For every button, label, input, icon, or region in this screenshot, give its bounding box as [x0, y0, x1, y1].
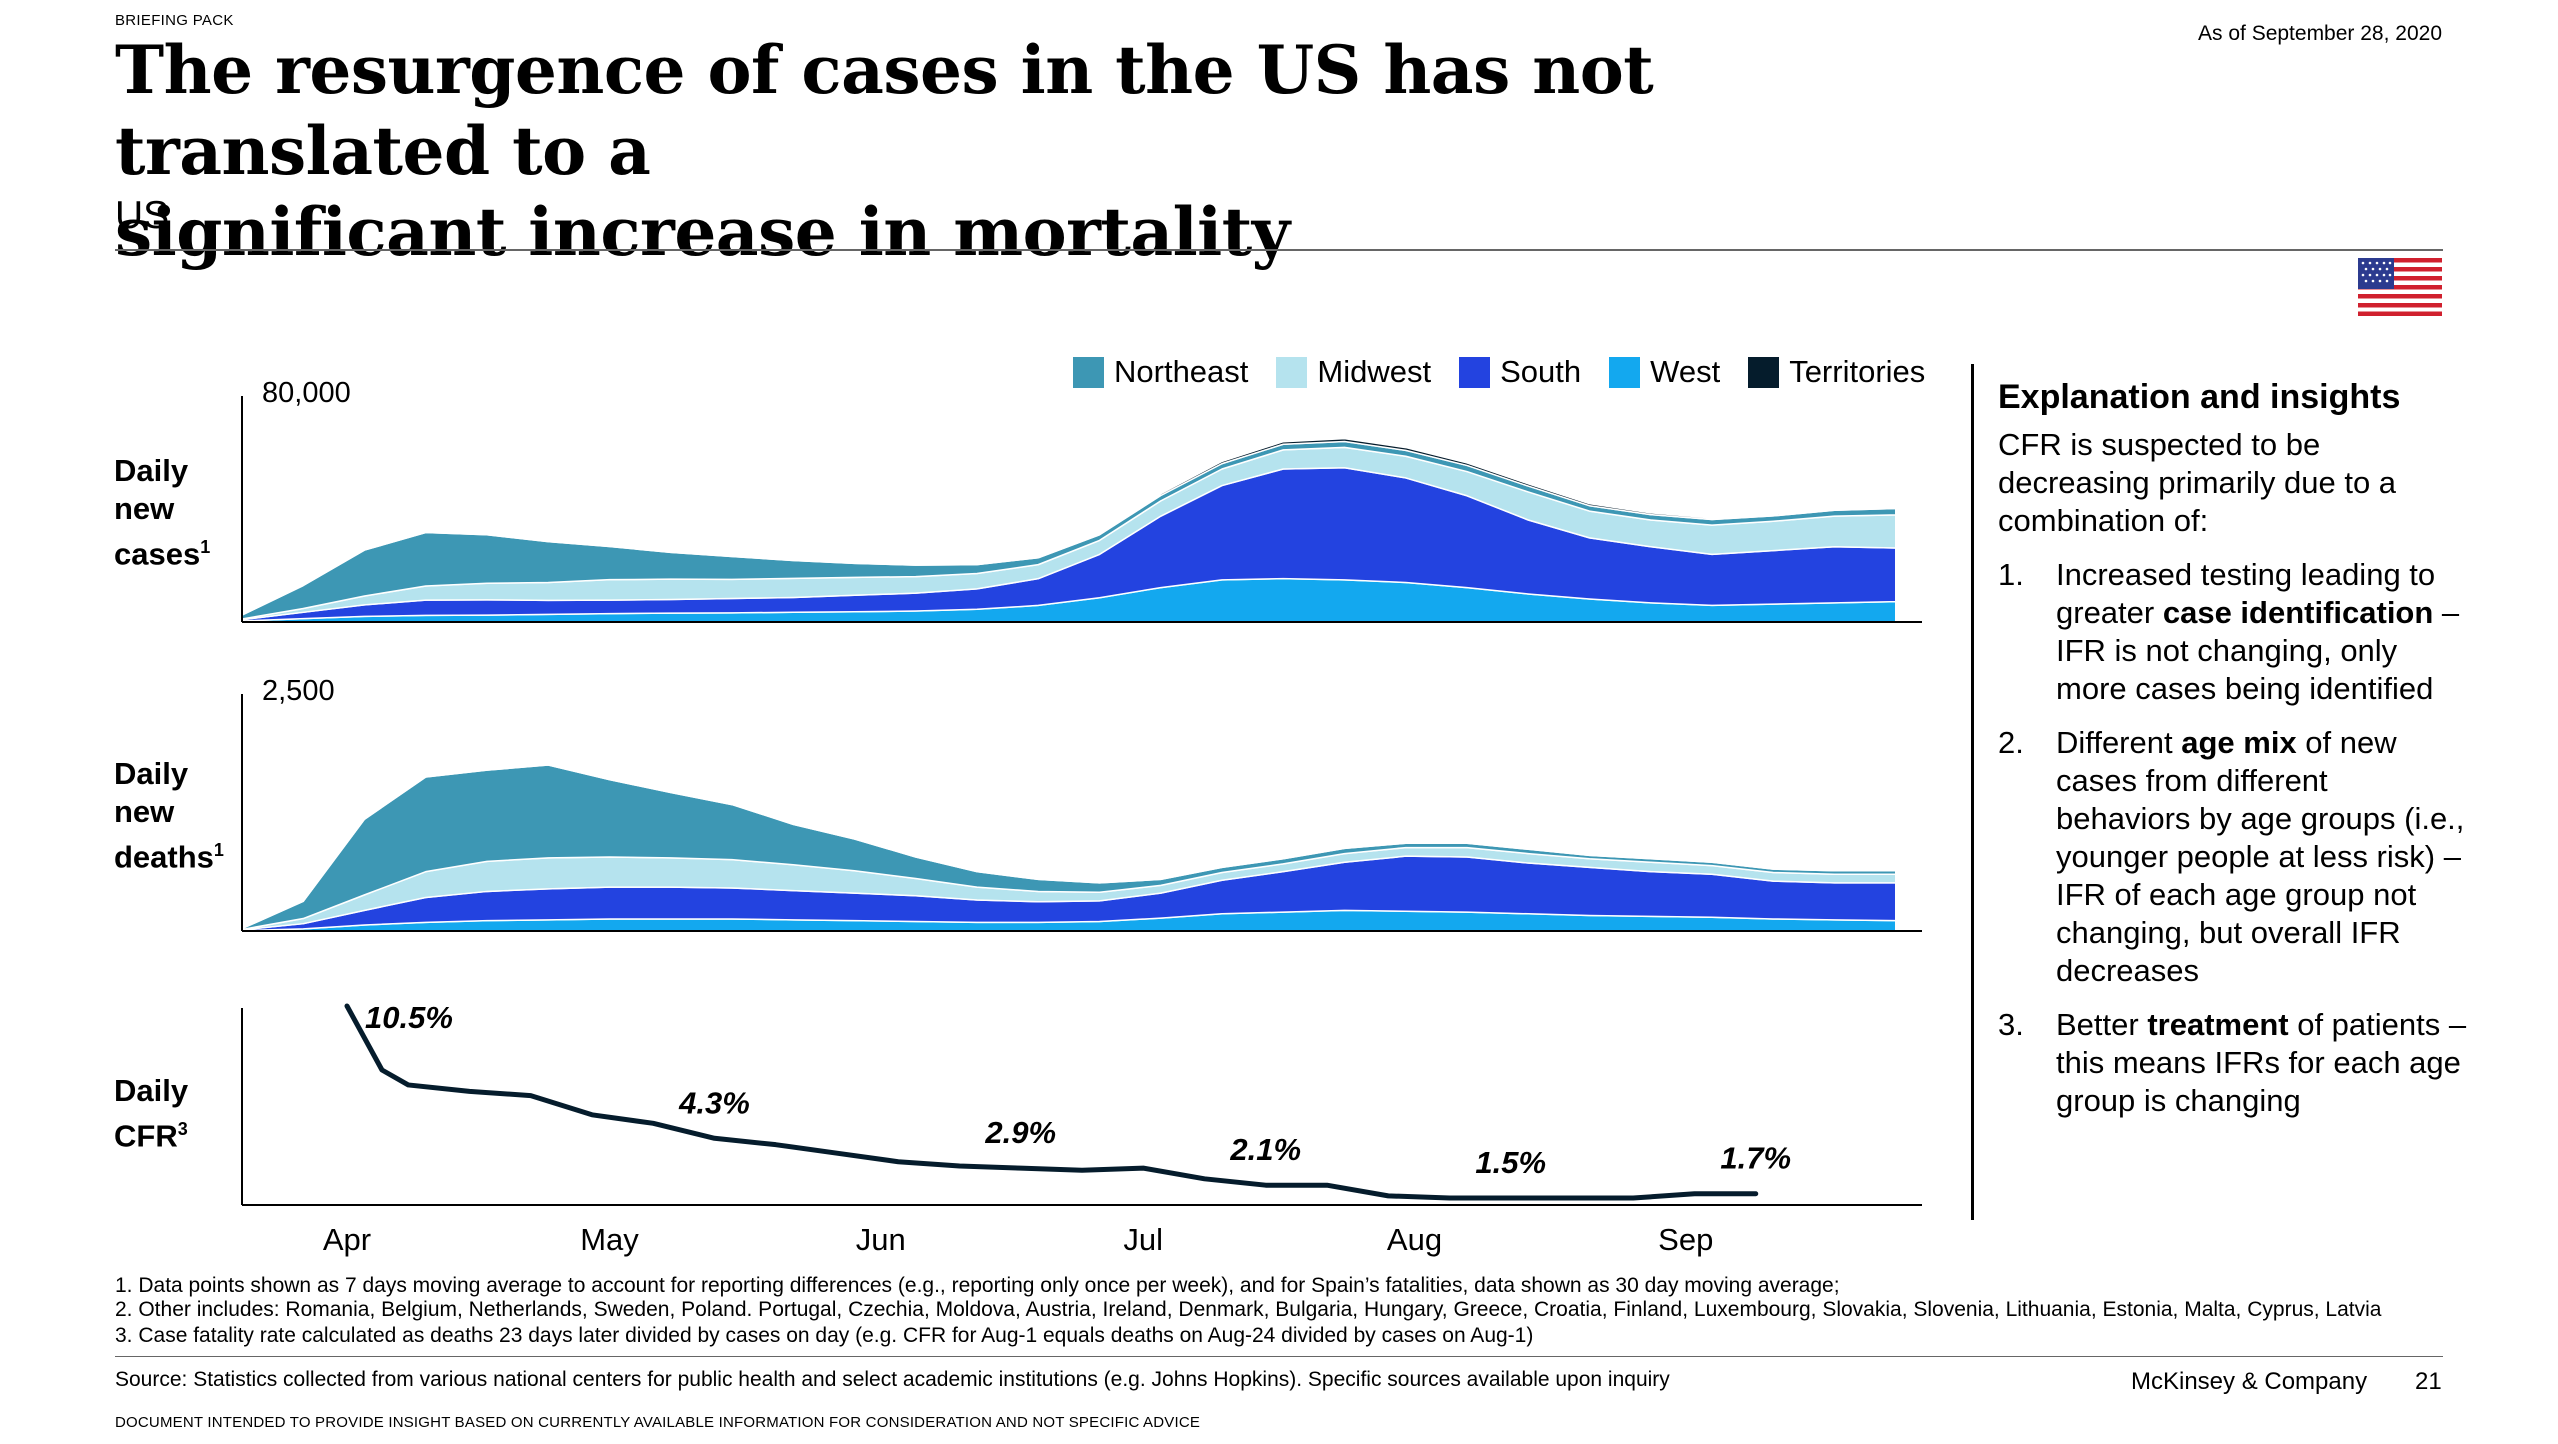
legend-label: Northeast: [1114, 354, 1249, 389]
insight-text: Different: [2056, 725, 2182, 760]
cfr-data-label: 10.5%: [365, 1000, 453, 1035]
insight-text: Better: [2056, 1007, 2148, 1042]
insight-bold: age mix: [2181, 725, 2297, 760]
insight-text: of patients – this means IFRs for each a…: [2056, 1007, 2467, 1118]
x-tick-label: Jun: [856, 1222, 906, 1257]
y-max-label: 2,500: [262, 675, 335, 707]
area-series-territories: [241, 764, 1897, 930]
legend-item-south: South: [1459, 354, 1581, 390]
x-tick-label: Apr: [323, 1222, 371, 1257]
insights-title: Explanation and insights: [1998, 378, 2401, 416]
row-label-text: Daily: [114, 453, 189, 488]
insight-item: 1. Increased testing leading to greater c…: [1998, 556, 2468, 708]
title-line-2: significant increase in mortality: [115, 193, 1290, 271]
row-label-text: new: [114, 491, 175, 526]
cfr-data-label: 2.1%: [1229, 1132, 1301, 1167]
page-number: 21: [2415, 1368, 2442, 1395]
legend-label: South: [1500, 354, 1582, 389]
legend-label: West: [1650, 354, 1721, 389]
legend-item-northeast: Northeast: [1073, 354, 1248, 390]
cfr-data-label: 1.5%: [1475, 1145, 1546, 1180]
legend-item-midwest: Midwest: [1276, 354, 1431, 390]
cfr-data-label: 1.7%: [1720, 1141, 1791, 1176]
cfr-line: [344, 1003, 1759, 1201]
x-tick-label: May: [580, 1222, 639, 1257]
x-tick-label: Aug: [1387, 1222, 1442, 1257]
header-divider: [115, 249, 2443, 251]
insight-item: 2. Different age mix of new cases from di…: [1998, 724, 2468, 990]
footnote-marker: 1: [200, 537, 211, 557]
legend-item-west: West: [1609, 354, 1720, 390]
area-series-territories: [241, 437, 1897, 616]
cfr-data-label: 4.3%: [678, 1085, 750, 1120]
legend-label: Territories: [1789, 354, 1926, 389]
footnote-2: 2. Other includes: Romania, Belgium, Net…: [115, 1298, 2382, 1321]
as-of-date: As of September 28, 2020: [2198, 22, 2442, 45]
legend-swatch: [1459, 356, 1491, 388]
insight-text: of new cases from different behaviors by…: [2056, 725, 2465, 988]
legend-item-territories: Territories: [1748, 354, 1925, 390]
briefing-label: BRIEFING PACK: [115, 12, 234, 29]
row-label-deaths: Daily new deaths1: [114, 755, 224, 876]
footnote-3: 3. Case fatality rate calculated as deat…: [115, 1324, 1534, 1347]
chart-legend: Northeast Midwest South West Territories: [1073, 352, 1939, 392]
row-label-text: Daily: [114, 1073, 189, 1108]
insight-item: 3. Better treatment of patients – this me…: [1998, 1006, 2468, 1120]
legend-swatch: [1276, 356, 1308, 388]
insight-text: – IFR is not changing, only more cases b…: [2056, 595, 2460, 706]
legend-swatch: [1609, 356, 1641, 388]
row-label-text: new: [114, 794, 175, 829]
insight-bold: case identification: [2162, 595, 2434, 630]
footnote-1: 1. Data points shown as 7 days moving av…: [115, 1274, 1840, 1297]
disclaimer: DOCUMENT INTENDED TO PROVIDE INSIGHT BAS…: [115, 1414, 1201, 1431]
row-label-text: cases: [114, 536, 201, 572]
row-label-text: deaths: [114, 839, 214, 875]
page-subtitle: US: [115, 194, 170, 237]
cfr-data-label: 2.9%: [984, 1115, 1056, 1150]
footer-divider: [115, 1356, 2443, 1357]
insights-panel: Explanation and insights CFR is suspecte…: [1998, 378, 2468, 1136]
insight-text: Increased testing leading to greater: [2056, 557, 2436, 630]
insight-number: 3.: [1998, 1007, 2024, 1042]
x-tick-label: Jul: [1123, 1222, 1163, 1257]
insights-intro: CFR is suspected to be decreasing primar…: [1998, 427, 2397, 538]
insight-number: 1.: [1998, 557, 2024, 592]
us-flag-icon: [2358, 258, 2442, 316]
title-line-1: The resurgence of cases in the US has no…: [115, 31, 1654, 190]
x-tick-label: Sep: [1658, 1222, 1713, 1257]
brand-name: McKinsey & Company: [2131, 1368, 2368, 1395]
insight-number: 2.: [1998, 725, 2024, 760]
y-max-label: 80,000: [262, 377, 351, 409]
row-label-text: CFR: [114, 1118, 178, 1154]
insights-list: 1. Increased testing leading to greater c…: [1998, 556, 2468, 1120]
footnote-marker: 3: [177, 1119, 188, 1139]
legend-label: Midwest: [1317, 354, 1432, 389]
page-title: The resurgence of cases in the US has no…: [115, 30, 2015, 273]
source-note: Source: Statistics collected from variou…: [115, 1368, 1670, 1391]
footnote-marker: 1: [213, 840, 224, 860]
legend-swatch: [1073, 356, 1104, 388]
row-label-cfr: Daily CFR3: [114, 1072, 188, 1155]
row-label-cases: Daily new cases1: [114, 452, 210, 573]
legend-swatch: [1748, 356, 1780, 388]
insights-divider: [1971, 364, 1974, 1220]
insight-bold: treatment: [2147, 1007, 2289, 1042]
row-label-text: Daily: [114, 756, 189, 791]
